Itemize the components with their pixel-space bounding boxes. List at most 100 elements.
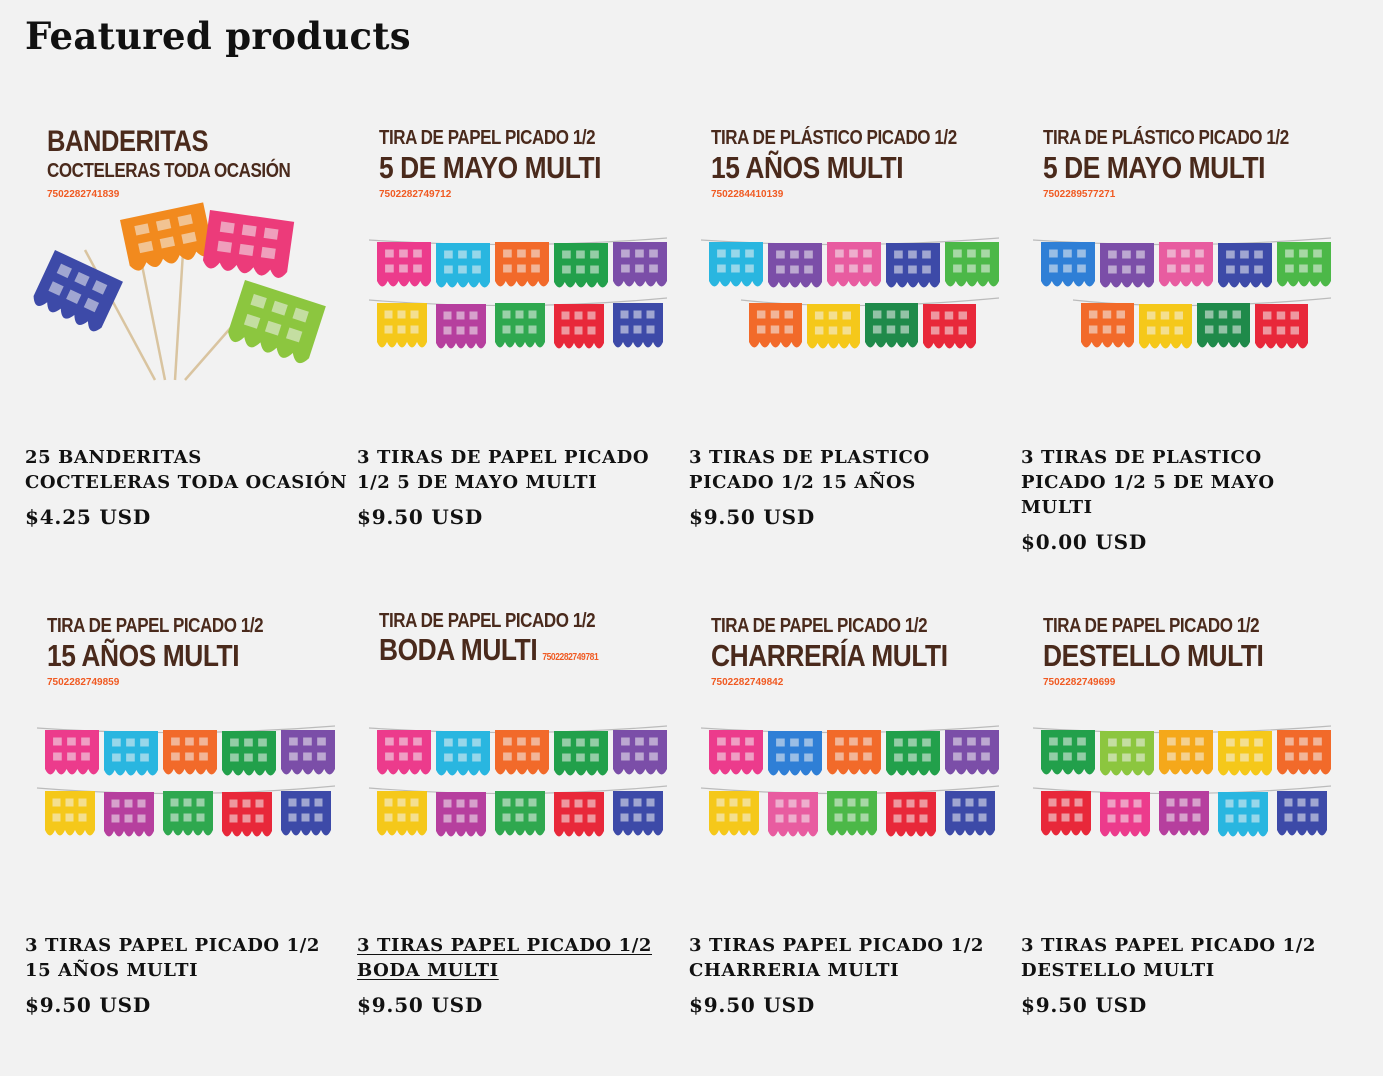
product-title-link[interactable]: 3 Tiras Papel Picado 1/2 15 Años Multi [25,933,350,983]
papel-picado-illustration [1032,237,1332,349]
product-card[interactable]: TIRA DE PAPEL PICADO 1/2 5 DE MAYO MULTI… [357,100,678,588]
paper-flag [768,792,818,837]
product-card[interactable]: BANDERITAS COCTELERAS TODA OCASIÓN 75022… [25,100,347,588]
paper-flag [436,243,490,288]
paper-flag [709,730,763,775]
paper-flag [377,303,427,348]
product-image[interactable]: TIRA DE PAPEL PICADO 1/2 15 AÑOS MULTI 7… [25,588,346,909]
image-line2: COCTELERAS TODA OCASIÓN [47,160,291,182]
paper-flag [1277,242,1331,287]
image-barcode-number: 7502282749712 [379,189,452,200]
product-title-link[interactable]: 3 Tiras Papel Picado 1/2 Boda Multi [357,933,682,983]
paper-flag [827,791,877,836]
paper-flag [613,791,663,836]
paper-flag [1081,303,1134,348]
product-card[interactable]: TIRA DE PAPEL PICADO 1/2 CHARRERÍA MULTI… [689,588,1010,1076]
paper-flag [495,242,549,287]
product-image[interactable]: TIRA DE PAPEL PICADO 1/2 DESTELLO MULTI … [1021,588,1342,909]
image-barcode-number: 7502282749859 [47,677,120,688]
product-image[interactable]: TIRA DE PAPEL PICADO 1/2 BODA MULTI 75022… [357,588,678,909]
paper-flag [613,303,663,348]
paper-flag [1218,792,1268,837]
product-image[interactable]: TIRA DE PAPEL PICADO 1/2 CHARRERÍA MULTI… [689,588,1010,909]
paper-flag [436,731,490,776]
paper-flag [163,730,217,775]
paper-flag [945,730,999,775]
image-line1: TIRA DE PLÁSTICO PICADO 1/2 [711,127,957,149]
image-line2: 15 AÑOS MULTI [47,638,240,673]
papel-picado-illustration [368,725,668,837]
product-price: $9.50 USD [1021,993,1148,1017]
product-price: $9.50 USD [689,993,816,1017]
product-image[interactable]: TIRA DE PAPEL PICADO 1/2 5 DE MAYO MULTI… [357,100,678,421]
product-image[interactable]: BANDERITAS COCTELERAS TODA OCASIÓN 75022… [25,100,346,421]
image-line2: DESTELLO MULTI [1043,638,1264,673]
paper-flag [495,791,545,836]
paper-flag [1100,243,1154,288]
paper-flag [1139,304,1192,349]
paper-flag [202,210,295,278]
product-title: 3 Tiras de Papel Picado 1/2 5 de Mayo Mu… [357,447,650,493]
paper-flag [436,792,486,837]
papel-picado-illustration [1032,725,1332,837]
product-title: 25 Banderitas Cocteleras Toda Ocasión [25,447,348,493]
image-barcode-number: 7502282749781 [542,652,599,663]
product-card[interactable]: TIRA DE PAPEL PICADO 1/2 DESTELLO MULTI … [1021,588,1342,1076]
product-title-link[interactable]: 25 Banderitas Cocteleras Toda Ocasión [25,445,350,495]
paper-flag [709,791,759,836]
paper-flag [377,242,431,287]
paper-flag [495,730,549,775]
paper-flag [613,242,667,287]
product-price: $4.25 USD [25,505,152,529]
image-barcode-number: 7502289577271 [1043,189,1116,200]
product-title-link[interactable]: 3 Tiras Papel Picado 1/2 Destello Multi [1021,933,1346,983]
product-title: 3 Tiras de Plastico Picado 1/2 15 Años [689,447,930,493]
product-image[interactable]: TIRA DE PLÁSTICO PICADO 1/2 5 DE MAYO MU… [1021,100,1342,421]
paper-flag [1100,792,1150,837]
product-title-link[interactable]: 3 Tiras de Papel Picado 1/2 5 de Mayo Mu… [357,445,682,495]
product-image[interactable]: TIRA DE PLÁSTICO PICADO 1/2 15 AÑOS MULT… [689,100,1010,421]
product-grid: BANDERITAS COCTELERAS TODA OCASIÓN 75022… [25,100,1342,1076]
paper-flag [886,243,940,288]
product-card[interactable]: TIRA DE PAPEL PICADO 1/2 15 AÑOS MULTI 7… [25,588,346,1076]
paper-flag [886,731,940,776]
paper-flag [1218,731,1272,776]
image-barcode-number: 7502282749699 [1043,677,1116,688]
product-title-link[interactable]: 3 Tiras Papel Picado 1/2 Charreria Multi [689,933,1014,983]
paper-flag [554,731,608,776]
product-card[interactable]: TIRA DE PLÁSTICO PICADO 1/2 15 AÑOS MULT… [689,100,1010,588]
paper-flag [163,791,213,836]
paper-flag [281,730,335,775]
product-card[interactable]: TIRA DE PAPEL PICADO 1/2 BODA MULTI 75022… [357,588,678,1076]
product-title: 3 Tiras Papel Picado 1/2 15 Años Multi [25,935,320,981]
paper-flag [1041,791,1091,836]
paper-flag [827,242,881,287]
product-title-link[interactable]: 3 Tiras de Plastico Picado 1/2 5 de Mayo… [1021,445,1346,520]
image-line1: TIRA DE PAPEL PICADO 1/2 [379,127,596,149]
product-title: 3 Tiras Papel Picado 1/2 Charreria Multi [689,935,984,981]
paper-flag [1041,730,1095,775]
paper-flag [554,243,608,288]
paper-flag [613,730,667,775]
paper-flag [281,791,331,836]
product-title: 3 Tiras de Plastico Picado 1/2 5 de Mayo… [1021,447,1275,518]
image-line1: TIRA DE PLÁSTICO PICADO 1/2 [1043,127,1289,149]
paper-flag [222,731,276,776]
product-price: $9.50 USD [357,505,484,529]
image-line2: 5 DE MAYO MULTI [379,150,602,185]
product-title-link[interactable]: 3 Tiras de Plastico Picado 1/2 15 Años [689,445,1014,495]
product-card[interactable]: TIRA DE PLÁSTICO PICADO 1/2 5 DE MAYO MU… [1021,100,1342,588]
paper-flag [377,730,431,775]
paper-flag [45,730,99,775]
image-barcode-number: 7502282749842 [711,677,784,688]
paper-flag [768,243,822,288]
paper-flag [222,792,272,837]
paper-flag [120,202,213,271]
paper-flag [1255,304,1308,349]
paper-flag [33,250,123,332]
paper-flag [709,242,763,287]
paper-flag [1159,791,1209,836]
product-price: $0.00 USD [1021,530,1148,554]
product-price: $9.50 USD [357,993,484,1017]
paper-flag [1041,242,1095,287]
